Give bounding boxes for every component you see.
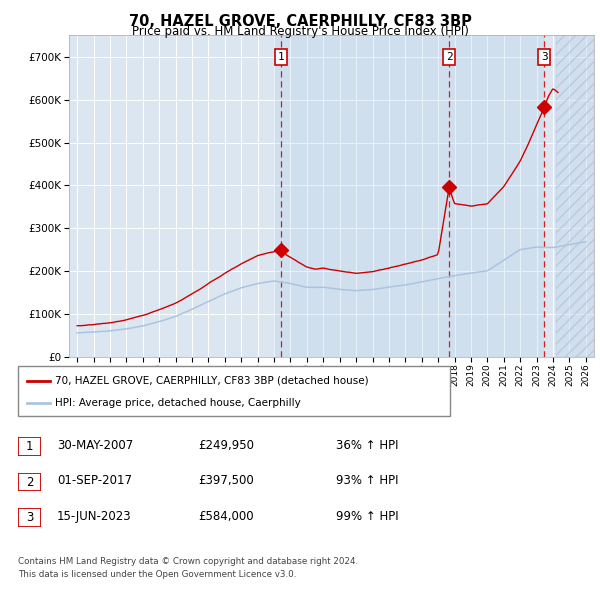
Text: 70, HAZEL GROVE, CAERPHILLY, CF83 3BP: 70, HAZEL GROVE, CAERPHILLY, CF83 3BP bbox=[128, 14, 472, 28]
Text: 2: 2 bbox=[446, 52, 452, 62]
Text: 93% ↑ HPI: 93% ↑ HPI bbox=[336, 474, 398, 487]
Bar bbox=[274, 35, 544, 357]
Text: 2: 2 bbox=[26, 476, 33, 489]
Text: 70, HAZEL GROVE, CAERPHILLY, CF83 3BP (detached house): 70, HAZEL GROVE, CAERPHILLY, CF83 3BP (d… bbox=[55, 376, 368, 386]
Text: 30-MAY-2007: 30-MAY-2007 bbox=[57, 439, 133, 452]
Text: £397,500: £397,500 bbox=[198, 474, 254, 487]
Text: £249,950: £249,950 bbox=[198, 439, 254, 452]
Text: 3: 3 bbox=[541, 52, 548, 62]
Text: £584,000: £584,000 bbox=[198, 510, 254, 523]
Text: This data is licensed under the Open Government Licence v3.0.: This data is licensed under the Open Gov… bbox=[18, 571, 296, 579]
Text: 01-SEP-2017: 01-SEP-2017 bbox=[57, 474, 132, 487]
Bar bbox=[556, 35, 594, 357]
FancyBboxPatch shape bbox=[18, 508, 41, 527]
Text: 1: 1 bbox=[26, 440, 33, 453]
Text: 99% ↑ HPI: 99% ↑ HPI bbox=[336, 510, 398, 523]
Text: Contains HM Land Registry data © Crown copyright and database right 2024.: Contains HM Land Registry data © Crown c… bbox=[18, 558, 358, 566]
FancyBboxPatch shape bbox=[18, 366, 450, 416]
Text: HPI: Average price, detached house, Caerphilly: HPI: Average price, detached house, Caer… bbox=[55, 398, 301, 408]
Text: 3: 3 bbox=[26, 511, 33, 524]
Text: 15-JUN-2023: 15-JUN-2023 bbox=[57, 510, 131, 523]
FancyBboxPatch shape bbox=[18, 473, 41, 491]
Text: 36% ↑ HPI: 36% ↑ HPI bbox=[336, 439, 398, 452]
Text: 1: 1 bbox=[278, 52, 284, 62]
FancyBboxPatch shape bbox=[18, 437, 41, 456]
Text: Price paid vs. HM Land Registry's House Price Index (HPI): Price paid vs. HM Land Registry's House … bbox=[131, 25, 469, 38]
